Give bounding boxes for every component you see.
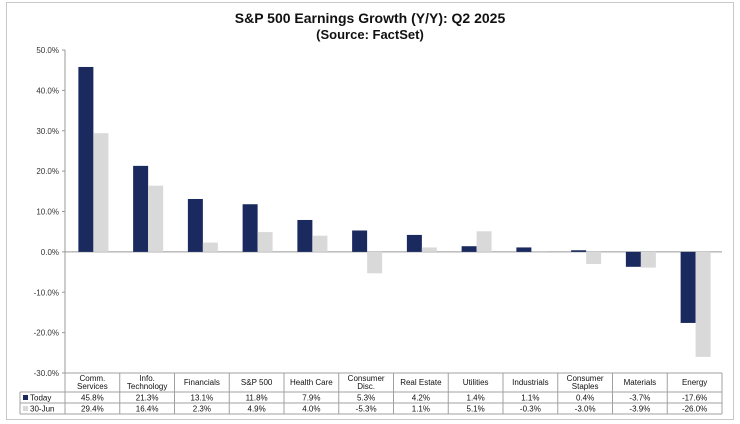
category-label: Health Care (290, 378, 333, 387)
data-label: 5.1% (467, 405, 485, 414)
category-label: Energy (682, 378, 707, 387)
chart-subtitle: (Source: FactSet) (316, 27, 424, 42)
bar-today (516, 247, 532, 252)
data-label: 1.4% (467, 394, 485, 403)
y-tick-label: 20.0% (36, 167, 59, 176)
y-tick-label: -10.0% (34, 288, 59, 297)
data-label: -5.3% (356, 405, 377, 414)
category-label: Financials (184, 378, 220, 387)
bar-today (78, 66, 94, 252)
bar-today (297, 219, 313, 252)
bar-today (571, 250, 587, 252)
y-tick-label: 0.0% (41, 248, 59, 257)
legend-swatch (23, 395, 28, 400)
category-label: Consumer (567, 374, 604, 383)
data-label: 4.9% (248, 405, 266, 414)
data-label: 2.3% (193, 405, 211, 414)
data-label: 29.4% (81, 405, 104, 414)
y-tick-label: -20.0% (34, 329, 59, 338)
category-label: Real Estate (400, 378, 442, 387)
y-tick-label: -30.0% (34, 369, 59, 378)
bar-today (625, 251, 641, 267)
data-label: 11.8% (246, 394, 268, 403)
data-label: -0.3% (520, 405, 541, 414)
category-label: S&P 500 (241, 378, 273, 387)
bar-30-jun (93, 133, 109, 252)
data-label: 16.4% (136, 405, 159, 414)
category-label: Info. (139, 374, 155, 383)
data-label: 13.1% (191, 394, 214, 403)
category-label: Staples (572, 382, 599, 391)
bar-30-jun (367, 251, 383, 274)
bar-30-jun (640, 251, 656, 268)
bar-today (187, 198, 203, 252)
data-label: 21.3% (136, 394, 159, 403)
legend-swatch (23, 406, 28, 411)
y-tick-label: 40.0% (36, 86, 59, 95)
data-label: -17.6% (682, 394, 707, 403)
chart-frame (6, 2, 734, 420)
y-tick-label: 30.0% (36, 127, 59, 136)
legend-label: 30-Jun (30, 405, 54, 414)
bar-30-jun (586, 251, 602, 264)
category-label: Utilities (463, 378, 489, 387)
category-label: Comm. (79, 374, 105, 383)
bar-today (461, 246, 477, 252)
data-label: 4.0% (302, 405, 320, 414)
category-label: Services (77, 382, 108, 391)
bar-today (133, 165, 149, 252)
bar-today (352, 230, 368, 252)
chart-title: S&P 500 Earnings Growth (Y/Y): Q2 2025 (234, 10, 506, 26)
bar-30-jun (312, 235, 328, 252)
category-label: Consumer (348, 374, 385, 383)
data-label: 0.4% (576, 394, 594, 403)
data-label: -3.9% (629, 405, 650, 414)
bar-30-jun (202, 242, 218, 252)
data-label: 1.1% (412, 405, 430, 414)
data-label: -26.0% (682, 405, 707, 414)
bar-today (242, 204, 258, 252)
bar-30-jun (148, 185, 164, 252)
bar-30-jun (257, 232, 273, 252)
data-label: 7.9% (302, 394, 320, 403)
category-label: Industrials (512, 378, 548, 387)
data-label: -3.7% (629, 394, 650, 403)
bar-today (406, 234, 422, 252)
bar-30-jun (421, 247, 437, 252)
bar-30-jun (695, 251, 711, 357)
category-label: Technology (127, 382, 167, 391)
data-label: 1.1% (521, 394, 539, 403)
y-tick-label: 10.0% (36, 208, 59, 217)
bar-30-jun (531, 251, 547, 254)
data-label: 45.8% (81, 394, 104, 403)
data-label: -3.0% (575, 405, 596, 414)
data-label: 4.2% (412, 394, 430, 403)
y-tick-label: 50.0% (36, 46, 59, 55)
bar-30-jun (476, 231, 492, 252)
legend-label: Today (30, 394, 51, 403)
category-label: Disc. (357, 382, 375, 391)
category-label: Materials (624, 378, 656, 387)
bar-today (680, 251, 696, 323)
data-label: 5.3% (357, 394, 375, 403)
